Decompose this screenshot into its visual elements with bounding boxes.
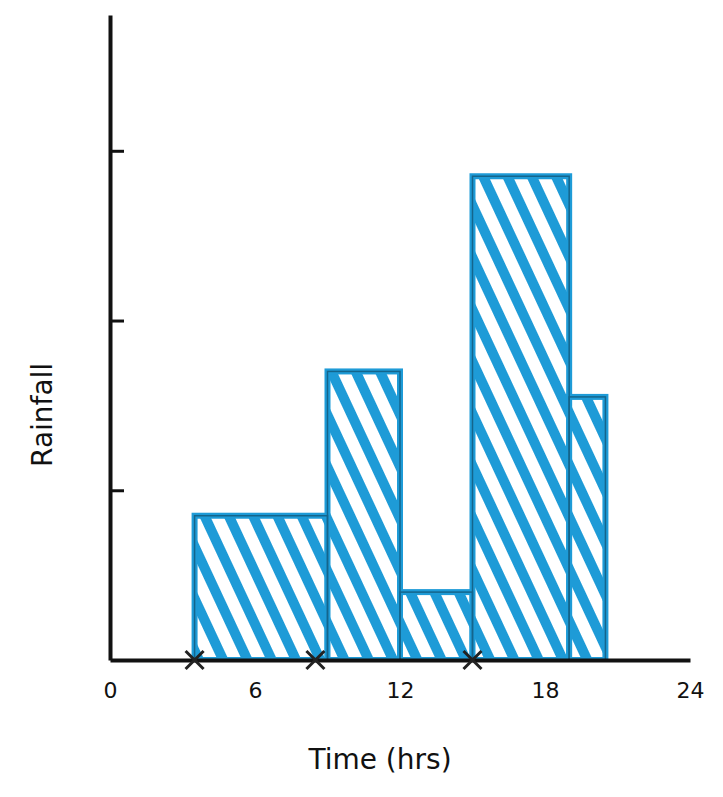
x-tick-label: 24 <box>677 678 705 703</box>
y-tick-mark <box>110 150 124 153</box>
cross-marker <box>186 651 204 669</box>
y-axis-line <box>109 16 113 661</box>
x-axis: 0 6 12 18 24 <box>104 660 705 703</box>
bars <box>195 176 606 660</box>
bar <box>195 516 328 660</box>
bar <box>328 371 401 660</box>
y-tick-mark <box>110 320 124 323</box>
x-tick: 18 <box>532 660 560 703</box>
x-tick-label: 18 <box>532 678 560 703</box>
bar-outline <box>569 397 605 660</box>
x-tick: 24 <box>677 660 705 703</box>
y-axis-title: Rainfall <box>26 363 59 467</box>
bar-outline <box>473 176 570 660</box>
cross-marker <box>306 651 324 669</box>
bar-outline <box>400 592 473 660</box>
cross-marker <box>464 651 482 669</box>
y-tick-mark <box>110 489 124 492</box>
y-tick <box>110 321 124 322</box>
x-tick-label: 0 <box>104 678 118 703</box>
bar <box>473 176 570 660</box>
bar <box>569 397 605 660</box>
x-tick-label: 12 <box>387 678 415 703</box>
x-tick: 12 <box>387 660 415 703</box>
x-tick: 6 <box>249 660 263 703</box>
y-tick <box>110 490 124 491</box>
bar-outline <box>195 516 328 660</box>
x-axis-title: Time (hrs) <box>307 743 451 776</box>
y-axis <box>110 16 124 661</box>
y-tick <box>110 151 124 152</box>
bar-outline <box>328 371 401 660</box>
x-tick-label: 6 <box>249 678 263 703</box>
bar <box>400 592 473 660</box>
x-tick: 0 <box>104 660 118 703</box>
chart: 0 6 12 18 24 Time (hrs) Rainfall <box>0 0 723 797</box>
plot: 0 6 12 18 24 <box>104 16 705 703</box>
